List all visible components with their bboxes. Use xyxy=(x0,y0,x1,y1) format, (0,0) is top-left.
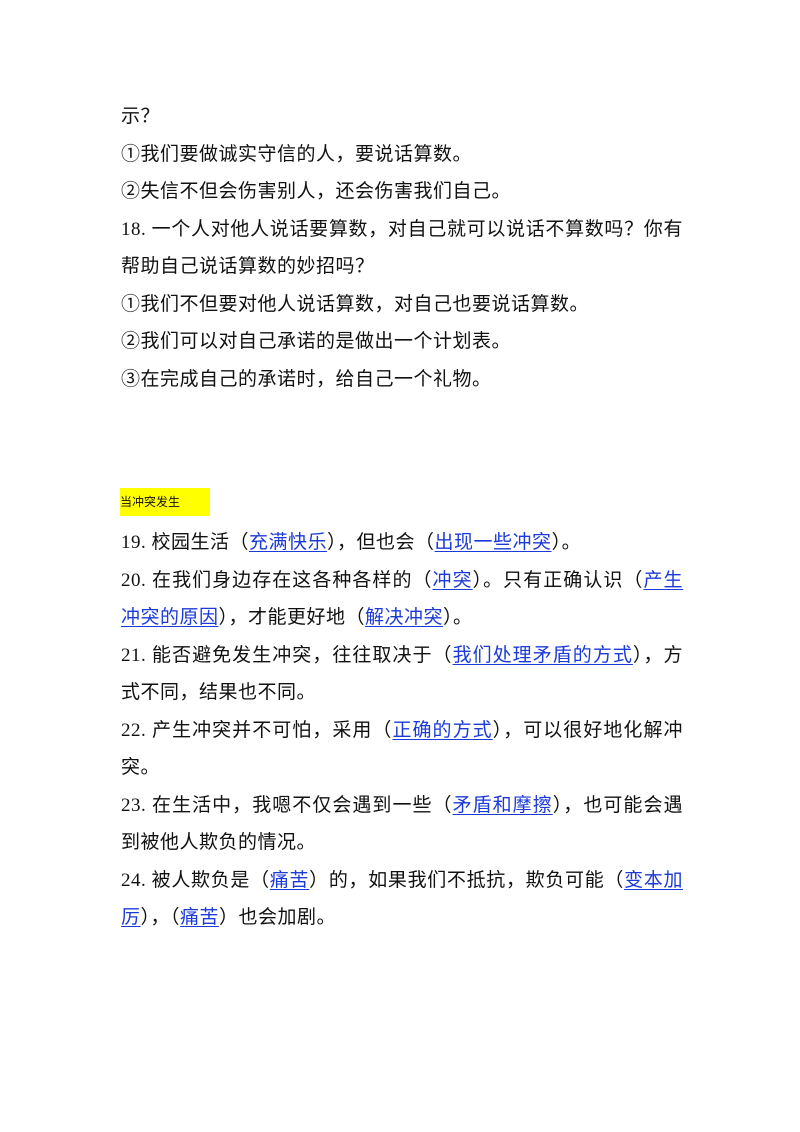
question-text: ），（ xyxy=(140,907,181,928)
answer-blank: 痛苦 xyxy=(269,869,310,891)
question-text: ），可以很好地化解冲突。 xyxy=(121,719,683,779)
answer-blank: 变本加厉 xyxy=(121,869,683,929)
question-text: 19. 校园生活（ xyxy=(121,532,250,553)
section-heading: 当冲突发生 xyxy=(120,488,211,516)
question-text: 20. 在我们身边存在这各种各样的（ xyxy=(121,569,433,591)
answer-blank: 出现一些冲突 xyxy=(434,532,552,553)
answer-blank: 充满快乐 xyxy=(249,532,328,553)
question-text: ）。 xyxy=(443,607,473,628)
answer-blank: 矛盾和摩擦 xyxy=(452,794,553,816)
question: 21. 能否避免发生冲突，往往取决于（我们处理矛盾的方式），方式不同，结果也不同… xyxy=(121,637,683,712)
question-text: ）也会加剧。 xyxy=(219,907,337,928)
text-line: ②我们可以对自己承诺的是做出一个计划表。 xyxy=(121,331,512,352)
question-text: 23. 在生活中，我嗯不仅会遇到一些（ xyxy=(121,794,453,816)
question-text: ），才能更好地（ xyxy=(218,607,366,628)
answer-blank: 我们处理矛盾的方式 xyxy=(452,644,633,666)
question-text: 22. 产生冲突并不可怕，采用（ xyxy=(121,719,393,741)
text-line: 示？ xyxy=(121,106,161,127)
question-text: ）。 xyxy=(551,532,582,553)
answer-blank: 痛苦 xyxy=(180,907,220,928)
question-text: 21. 能否避免发生冲突，往往取决于（ xyxy=(121,644,453,666)
answer-blank: 正确的方式 xyxy=(392,719,493,741)
text-line: ②失信不但会伤害别人，还会伤害我们自己。 xyxy=(121,181,512,202)
answer-blank: 产生冲突的原因 xyxy=(121,569,683,629)
text-line: ①我们不但要对他人说话算数，对自己也要说话算数。 xyxy=(121,293,590,315)
question-text: 24. 被人欺负是（ xyxy=(121,869,270,891)
question: 19. 校园生活（充满快乐），但也会（出现一些冲突）。 xyxy=(121,524,683,562)
question-text: ），但也会（ xyxy=(327,532,435,553)
question-text: ），也可能会遇到被他人欺负的情况。 xyxy=(121,794,683,854)
answer-blank: 解决冲突 xyxy=(365,607,444,628)
text-line: ①我们要做诚实守信的人，要说话算数。 xyxy=(121,143,473,165)
section: 19. 校园生活（充满快乐），但也会（出现一些冲突）。 20. 在我们身边存在这各… xyxy=(121,524,683,937)
answer-blank: 冲突 xyxy=(432,569,473,591)
question: 23. 在生活中，我嗯不仅会遇到一些（矛盾和摩擦），也可能会遇到被他人欺负的情况… xyxy=(121,787,683,862)
question: 22. 产生冲突并不可怕，采用（正确的方式），可以很好地化解冲突。 xyxy=(121,712,683,787)
text-line: ③在完成自己的承诺时，给自己一个礼物。 xyxy=(121,368,492,390)
question: 20. 在我们身边存在这各种各样的（冲突）。只有正确认识（产生冲突的原因），才能… xyxy=(121,562,683,637)
question-text: ）。只有正确认识（ xyxy=(472,569,644,591)
section: 示？ ①我们要做诚实守信的人，要说话算数。 ②失信不但会伤害别人，还会伤害我们自己。… xyxy=(121,98,683,398)
question-text: ）的，如果我们不抵抗，欺负可能（ xyxy=(309,869,625,891)
text-line: 18. 一个人对他人说话要算数，对自己就可以说话不算数吗？你有帮助自己说话算数的… xyxy=(121,218,683,278)
question-text: ），方式不同，结果也不同。 xyxy=(121,644,683,704)
question: 24. 被人欺负是（痛苦）的，如果我们不抵抗，欺负可能（变本加厉），（痛苦）也会… xyxy=(121,862,683,937)
